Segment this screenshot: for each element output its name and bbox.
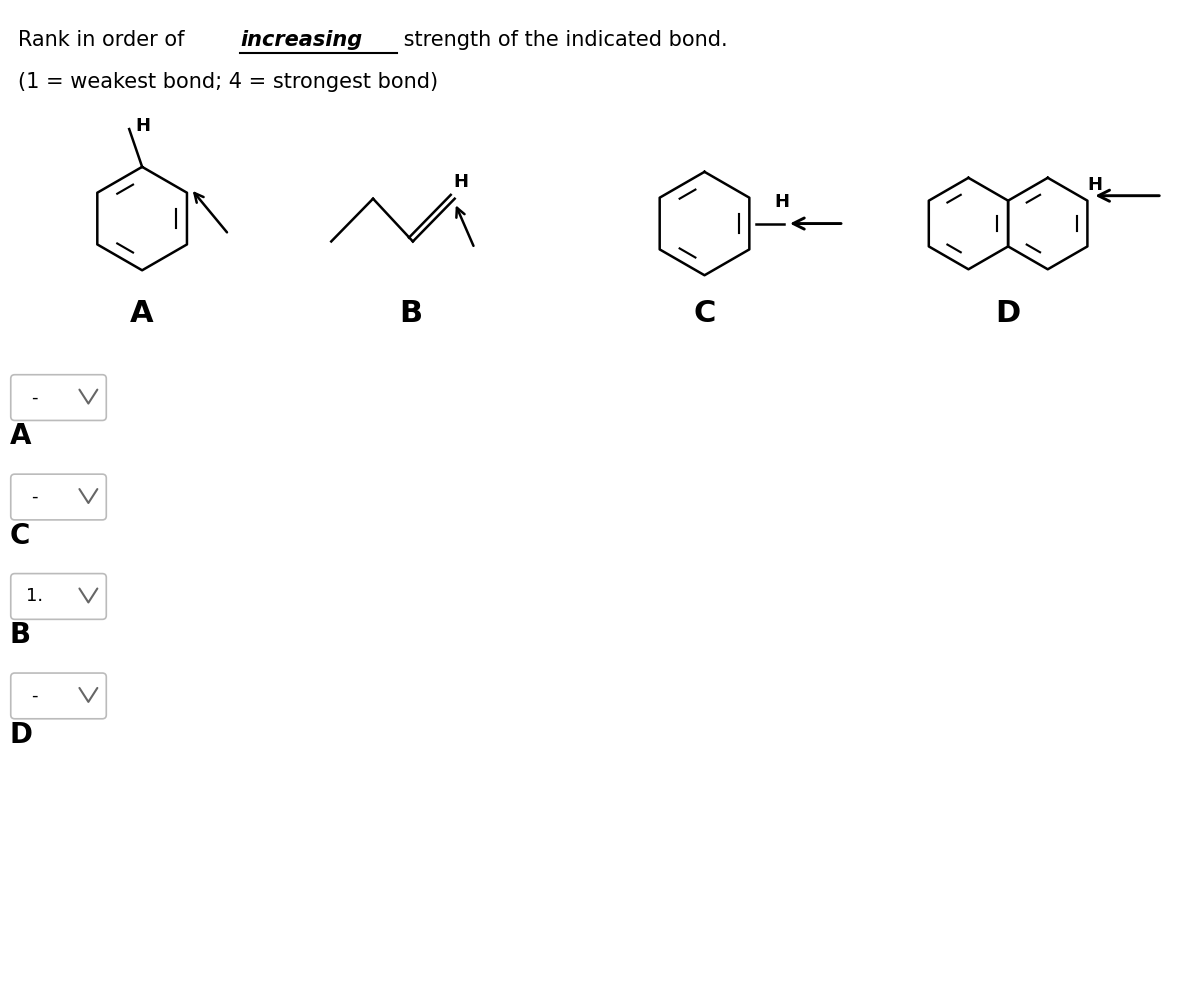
FancyBboxPatch shape xyxy=(11,573,107,619)
Text: -: - xyxy=(31,488,38,506)
Text: C: C xyxy=(694,299,715,328)
Text: 1.: 1. xyxy=(26,587,43,605)
Text: B: B xyxy=(400,299,422,328)
Text: increasing: increasing xyxy=(240,30,362,49)
Text: A: A xyxy=(10,423,31,450)
Text: B: B xyxy=(10,621,31,649)
Text: H: H xyxy=(1088,175,1103,193)
Text: -: - xyxy=(31,687,38,705)
Text: A: A xyxy=(131,299,154,328)
FancyBboxPatch shape xyxy=(11,375,107,421)
Text: Rank in order of: Rank in order of xyxy=(18,30,191,49)
Text: C: C xyxy=(10,522,30,550)
FancyBboxPatch shape xyxy=(11,673,107,718)
Text: H: H xyxy=(136,117,151,135)
FancyBboxPatch shape xyxy=(11,474,107,520)
Text: (1 = weakest bond; 4 = strongest bond): (1 = weakest bond; 4 = strongest bond) xyxy=(18,72,438,92)
Text: H: H xyxy=(454,172,468,190)
Text: D: D xyxy=(10,720,32,748)
Text: -: - xyxy=(31,389,38,407)
Text: D: D xyxy=(996,299,1021,328)
Text: strength of the indicated bond.: strength of the indicated bond. xyxy=(397,30,727,49)
Text: H: H xyxy=(775,192,790,210)
